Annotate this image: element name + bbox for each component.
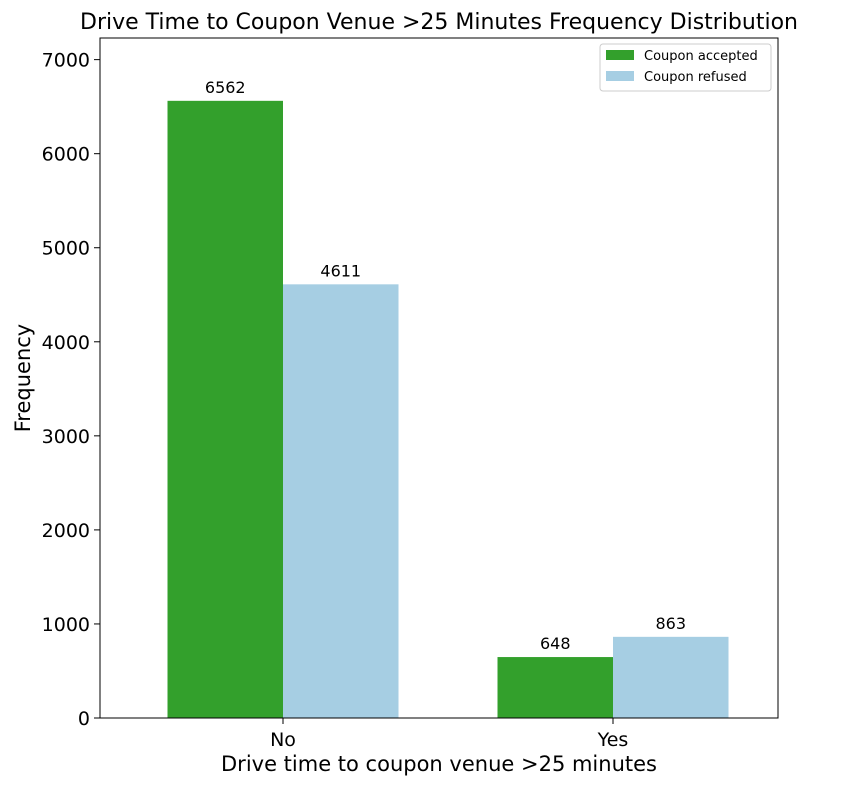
y-tick-label: 0 bbox=[78, 708, 90, 730]
bars-group bbox=[167, 100, 729, 719]
y-tick-label: 3000 bbox=[42, 426, 90, 448]
y-tick-label: 2000 bbox=[42, 520, 90, 542]
legend: Coupon accepted Coupon refused bbox=[599, 43, 772, 92]
legend-label: Coupon refused bbox=[644, 70, 747, 85]
data-label: 4611 bbox=[320, 261, 361, 280]
y-tick-label: 5000 bbox=[42, 238, 90, 260]
data-label: 863 bbox=[655, 614, 686, 633]
bar-yes-series-1 bbox=[613, 636, 729, 718]
data-label: 648 bbox=[540, 634, 571, 653]
x-axis-label: Drive time to coupon venue >25 minutes bbox=[221, 752, 657, 776]
bar-no-series-0 bbox=[167, 100, 283, 719]
plot-frame bbox=[99, 37, 779, 719]
y-axis: 0 1000 2000 3000 4000 5000 6000 7000 bbox=[42, 50, 100, 730]
x-axis: No Yes bbox=[270, 718, 628, 751]
legend-swatch bbox=[606, 50, 634, 60]
y-tick-label: 1000 bbox=[42, 614, 90, 636]
y-tick-label: 6000 bbox=[42, 144, 90, 166]
bar-no-series-1 bbox=[283, 284, 399, 718]
x-tick-label: Yes bbox=[597, 729, 629, 751]
y-tick-label: 7000 bbox=[42, 50, 90, 72]
y-tick-label: 4000 bbox=[42, 332, 90, 354]
legend-label: Coupon accepted bbox=[644, 49, 758, 64]
bar-yes-series-0 bbox=[497, 657, 613, 718]
data-label: 6562 bbox=[205, 78, 246, 97]
legend-box bbox=[599, 43, 772, 92]
chart-title: Drive Time to Coupon Venue >25 Minutes F… bbox=[80, 10, 798, 35]
legend-swatch bbox=[606, 71, 634, 81]
y-axis-label: Frequency bbox=[11, 324, 35, 433]
data-labels-group: 6562 648 4611 863 bbox=[205, 78, 686, 653]
x-tick-label: No bbox=[270, 729, 296, 751]
